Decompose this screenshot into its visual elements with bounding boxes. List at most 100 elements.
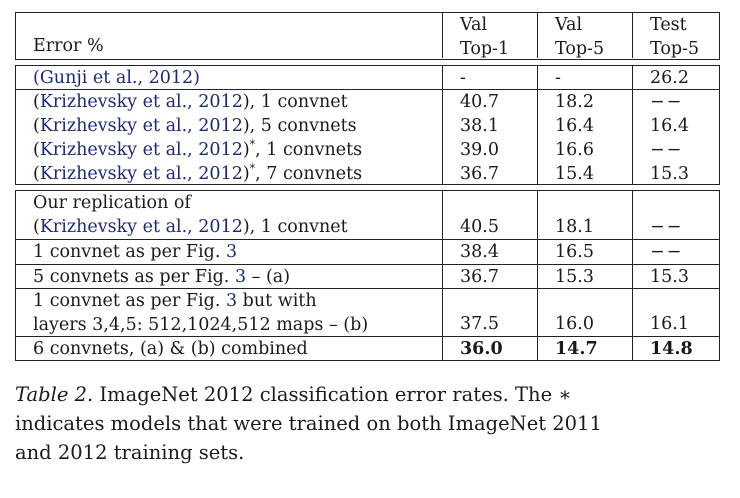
row-label: Our replication of (Krizhevsky et al., 2… [16, 191, 443, 239]
star-marker: * [249, 138, 256, 151]
val-top5: 18.1 [538, 191, 633, 239]
val-top1-col: 40.7 38.1 39.0 36.7 [443, 90, 538, 184]
value: 15.3 [650, 164, 689, 184]
value: 16.4 [650, 116, 689, 136]
paren: ) [242, 217, 250, 237]
list-item: (Krizhevsky et al., 2012), 1 convnet [33, 90, 442, 114]
caption-label: Table 2. [15, 383, 94, 406]
value: 40.7 [460, 92, 499, 112]
val-top1: 36.0 [443, 337, 538, 360]
row-prefix: 1 convnet as per Fig. [33, 291, 226, 311]
row-prefix: 1 convnet as per Fig. [33, 242, 226, 262]
caption-line3: and 2012 training sets. [15, 441, 245, 464]
value: 16.6 [555, 140, 594, 160]
table-row: Our replication of (Krizhevsky et al., 2… [16, 191, 719, 240]
row-label: 1 convnet as per Fig. 3 [16, 240, 443, 264]
citation-link[interactable]: Krizhevsky et al., 2012 [39, 92, 243, 112]
value: −− [650, 140, 684, 160]
header-line1: Val [460, 15, 488, 35]
row-suffix: , 1 convnet [249, 92, 348, 112]
header-error-label: Error % [16, 13, 443, 58]
val-top1: 37.5 [443, 289, 538, 336]
paren: ( [33, 217, 40, 237]
row-line2: layers 3,4,5: 512,1024,512 maps – (b) [33, 315, 369, 335]
table-header: Error % Val Top-1 Val Top-5 Test Top-5 [15, 12, 720, 60]
value: 18.1 [555, 217, 594, 237]
val-top5: - [538, 66, 633, 89]
paren: ) [242, 92, 250, 112]
test-top5: 16.1 [633, 289, 721, 336]
citation-link[interactable]: Krizhevsky et al., 2012 [39, 164, 243, 184]
citation-link[interactable]: Krizhevsky et al., 2012 [39, 116, 243, 136]
value: 16.0 [555, 314, 594, 334]
paren: ( [33, 116, 40, 136]
val-top5-col: 18.2 16.4 16.6 15.4 [538, 90, 633, 184]
krizhevsky-group: (Krizhevsky et al., 2012), 1 convnet (Kr… [16, 90, 719, 184]
header-label-text: Error % [33, 36, 104, 56]
figure-ref-link[interactable]: 3 [225, 242, 238, 262]
val-top1: - [443, 66, 538, 89]
caption-line1: Table 2. ImageNet 2012 classification er… [15, 380, 715, 409]
header-line1: Val [555, 15, 583, 35]
row-suffix: , 7 convnets [255, 164, 363, 184]
list-item: (Krizhevsky et al., 2012)*, 1 convnets [33, 138, 442, 162]
list-item: (Krizhevsky et al., 2012)*, 7 convnets [33, 162, 442, 186]
val-top5: 14.7 [538, 337, 633, 360]
table-block-prior-work: (Gunji et al., 2012) - - 26.2 (Krizhevsk… [15, 65, 720, 185]
star-marker: * [249, 162, 256, 175]
test-top5: −− [633, 191, 721, 239]
row-label: 5 convnets as per Fig. 3 – (a) [16, 265, 443, 288]
row-suffix: – (a) [246, 267, 291, 287]
row-label: 6 convnets, (a) & (b) combined [16, 337, 443, 360]
value: 36.7 [460, 164, 499, 184]
citation-link[interactable]: Krizhevsky et al., 2012 [39, 140, 243, 160]
figure-ref-link[interactable]: 3 [234, 267, 247, 287]
row-labels: (Krizhevsky et al., 2012), 1 convnet (Kr… [16, 90, 443, 184]
value: −− [650, 92, 684, 112]
test-top5: 15.3 [650, 267, 689, 287]
test-top5: 14.8 [650, 339, 693, 359]
paren: ( [33, 140, 40, 160]
table-row-best: 6 convnets, (a) & (b) combined 36.0 14.7… [16, 337, 719, 360]
table-row: 1 convnet as per Fig. 3 but with layers … [16, 289, 719, 337]
val-top1: 36.7 [443, 265, 538, 288]
list-item: (Krizhevsky et al., 2012), 5 convnets [33, 114, 442, 138]
figure-ref-link[interactable]: 3 [225, 291, 238, 311]
header-line2: Top-1 [460, 39, 510, 59]
row-label: 1 convnet as per Fig. 3 but with layers … [16, 289, 443, 336]
val-top5: 16.0 [538, 289, 633, 336]
val-top1: 40.5 [443, 191, 538, 239]
test-top5-col: −− 16.4 −− 15.3 [633, 90, 721, 184]
caption-line2: indicates models that were trained on bo… [15, 412, 602, 435]
val-top5: 16.5 [538, 240, 633, 264]
test-top5: −− [650, 242, 684, 262]
row-line1: 1 convnet as per Fig. 3 but with [33, 289, 442, 313]
val-top5: 15.3 [538, 265, 633, 288]
caption-text: ImageNet 2012 classification error rates… [93, 383, 572, 406]
header-line2: Top-5 [555, 39, 605, 59]
paren: ) [242, 116, 250, 136]
val-top1: 38.4 [443, 240, 538, 264]
value: 16.1 [650, 314, 689, 334]
value: 18.2 [555, 92, 594, 112]
paren: ) [242, 140, 250, 160]
row-suffix: , 5 convnets [249, 116, 357, 136]
header-test-top5: Test Top-5 [633, 13, 721, 59]
row-line2: (Krizhevsky et al., 2012), 1 convnet [33, 215, 442, 239]
value: 37.5 [460, 314, 499, 334]
row-suffix: , 1 convnets [255, 140, 363, 160]
header-val-top5: Val Top-5 [538, 13, 633, 59]
table-row: 1 convnet as per Fig. 3 38.4 16.5 −− [16, 240, 719, 265]
table-row: (Gunji et al., 2012) - - 26.2 [16, 66, 719, 90]
row-label: (Gunji et al., 2012) [16, 66, 443, 89]
citation-link[interactable]: (Gunji et al., 2012) [33, 68, 200, 88]
value: 16.4 [555, 116, 594, 136]
value: −− [650, 217, 684, 237]
value: 39.0 [460, 140, 499, 160]
header-val-top1: Val Top-1 [443, 13, 538, 59]
citation-link[interactable]: Krizhevsky et al., 2012 [39, 217, 243, 237]
row-line1: Our replication of [33, 193, 191, 213]
paren: ( [33, 164, 40, 184]
table-row: 5 convnets as per Fig. 3 – (a) 36.7 15.3… [16, 265, 719, 289]
header-row: Error % Val Top-1 Val Top-5 Test Top-5 [16, 13, 721, 59]
